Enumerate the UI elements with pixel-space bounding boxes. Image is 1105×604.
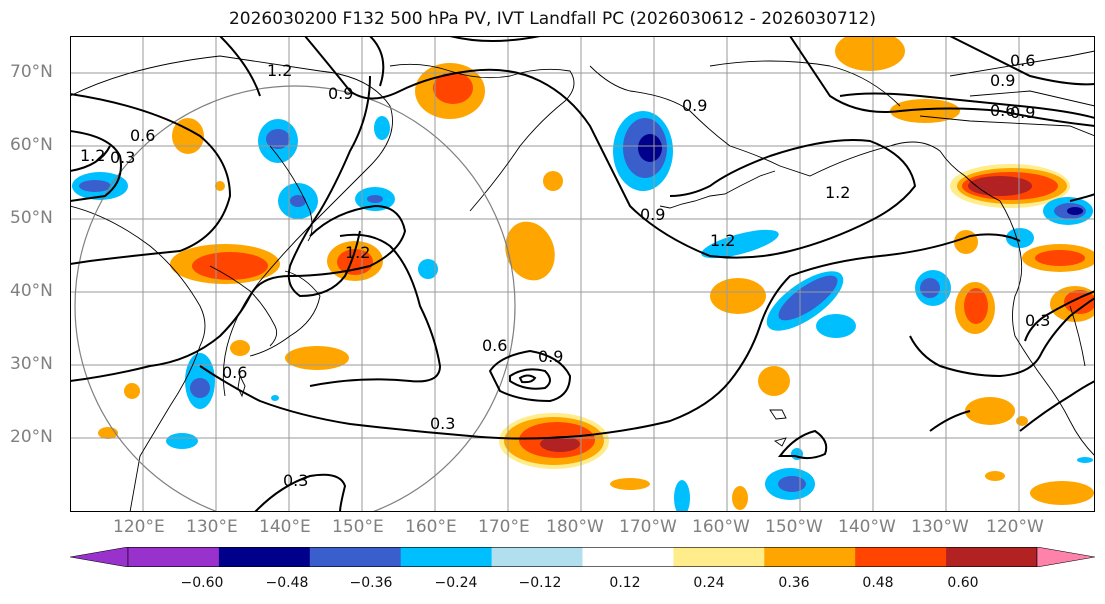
colorbar-cell	[582, 547, 674, 567]
lat-label-20n: 20°N	[10, 427, 53, 447]
contour-label: 0.6	[1010, 51, 1035, 70]
contour-label: 0.3	[430, 414, 455, 433]
colorbar-tick: −0.24	[434, 575, 478, 591]
coastlines	[70, 50, 1095, 512]
colorbar-cell	[400, 547, 493, 567]
contour-label: 0.3	[1025, 311, 1050, 330]
lon-label-140w: 140°W	[838, 517, 896, 537]
contour-label: 1.2	[267, 61, 292, 80]
colorbar-extend-low	[70, 547, 129, 567]
contour-label: 1.2	[345, 243, 370, 262]
colorbar-tick: −0.48	[265, 575, 309, 591]
contour-label: 0.9	[538, 347, 563, 366]
contour-label: 0.9	[640, 205, 665, 224]
colorbar-tick: −0.12	[518, 575, 562, 591]
contour-label: 1.2	[825, 183, 850, 202]
lat-label-30n: 30°N	[10, 354, 53, 374]
colorbar-cell	[855, 547, 947, 567]
lat-label-50n: 50°N	[10, 208, 53, 228]
lon-label-160e: 160°E	[405, 517, 457, 537]
pv-shading	[72, 36, 1095, 512]
contour-label: 0.9	[990, 71, 1015, 90]
contour-label: 0.3	[110, 148, 135, 167]
colorbar-cell	[128, 547, 220, 567]
colorbar	[70, 547, 1095, 567]
colorbar-extend-high	[1036, 547, 1095, 567]
contour-label: 0.6	[130, 126, 155, 145]
pv-contours	[70, 36, 1095, 512]
contour-labels: 1.2 0.9 0.6 0.3 1.2 0.9 0.6 0.9 1.2 0.9 …	[80, 51, 1050, 490]
lat-label-70n: 70°N	[10, 62, 53, 82]
lon-label-150w: 150°W	[765, 517, 823, 537]
map-frame	[70, 36, 1095, 512]
colorbar-tick: 0.12	[609, 575, 641, 591]
range-circle	[74, 85, 516, 512]
contour-label: 1.2	[80, 146, 105, 165]
lon-label-170e: 170°E	[478, 517, 530, 537]
lon-label-160w: 160°W	[692, 517, 750, 537]
lat-label-40n: 40°N	[10, 281, 53, 301]
contour-label: 0.9	[1010, 103, 1035, 122]
colorbar-cell	[946, 547, 1038, 567]
lon-label-140e: 140°E	[259, 517, 311, 537]
colorbar-cell	[309, 547, 402, 567]
map-panel: 1.2 0.9 0.6 0.3 1.2 0.9 0.6 0.9 1.2 0.9 …	[70, 36, 1095, 512]
contour-label: 1.2	[710, 231, 735, 250]
lon-label-120e: 120°E	[113, 517, 165, 537]
colorbar-tick: −0.60	[180, 575, 224, 591]
colorbar-tick: 0.60	[947, 575, 979, 591]
colorbar-tick: 0.36	[778, 575, 810, 591]
colorbar-cell	[491, 547, 583, 567]
lon-label-130e: 130°E	[186, 517, 238, 537]
lon-label-150e: 150°E	[332, 517, 384, 537]
colorbar-tick: 0.48	[862, 575, 894, 591]
map-title: 2026030200 F132 500 hPa PV, IVT Landfall…	[228, 9, 876, 29]
contour-label: 0.6	[482, 336, 507, 355]
lon-label-170w: 170°W	[619, 517, 677, 537]
lon-label-180w: 180°W	[546, 517, 604, 537]
colorbar-cell	[673, 547, 765, 567]
colorbar-cell	[764, 547, 856, 567]
contour-label: 0.6	[990, 101, 1015, 120]
lon-label-130w: 130°W	[911, 517, 969, 537]
colorbar-cells	[127, 547, 1038, 567]
contour-label: 0.9	[328, 84, 353, 103]
contour-label: 0.9	[682, 96, 707, 115]
lat-label-60n: 60°N	[10, 135, 53, 155]
colorbar-cell	[218, 547, 311, 567]
contour-label: 0.3	[283, 471, 308, 490]
lon-label-120w: 120°W	[986, 517, 1044, 537]
colorbar-tick: 0.24	[693, 575, 725, 591]
contour-label: 0.6	[222, 363, 247, 382]
colorbar-tick: −0.36	[349, 575, 393, 591]
